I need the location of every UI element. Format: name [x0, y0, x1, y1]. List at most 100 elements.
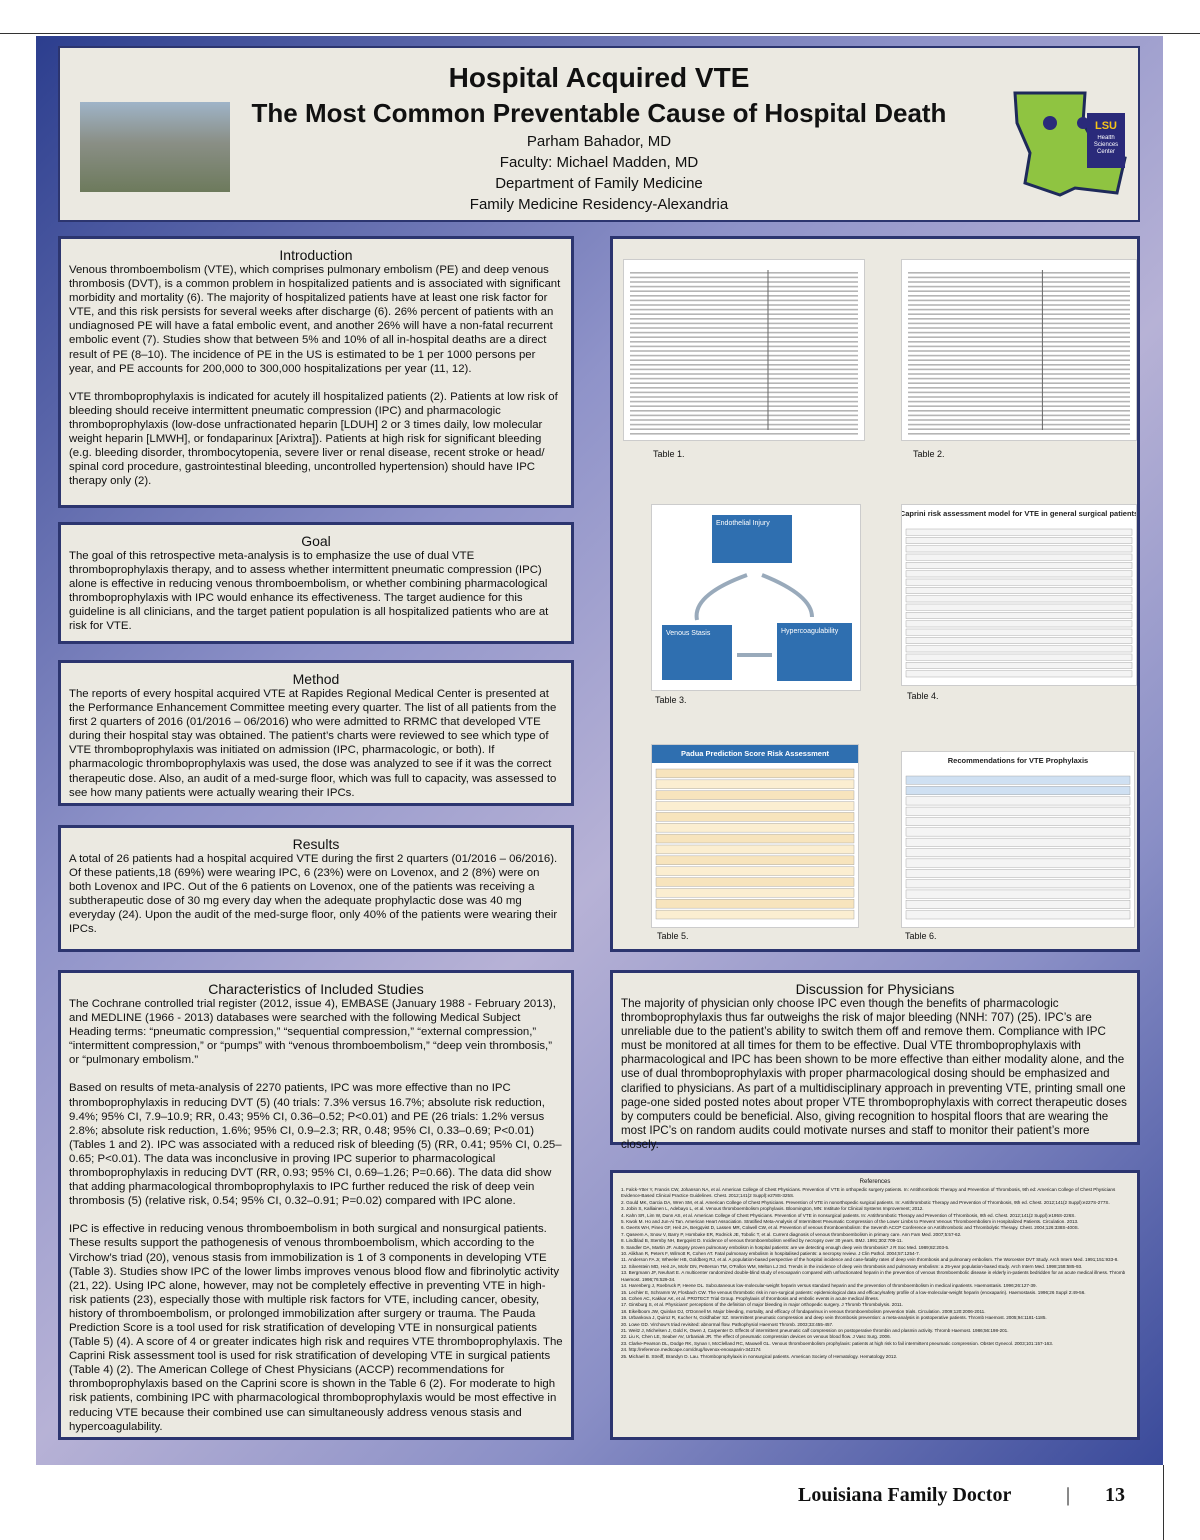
table-title: Caprini risk assessment model for VTE in…	[902, 509, 1136, 518]
table-title: Recommendations for VTE Prophylaxis	[948, 756, 1088, 765]
section: Results A total of 26 patients had a hosp…	[58, 825, 574, 952]
table-row	[908, 364, 1130, 366]
figure-caption: Table 1.	[653, 449, 685, 459]
table-row	[630, 272, 858, 274]
reference: 15. Lechler E, Schramm W, Flosbach CW. T…	[621, 1289, 1086, 1295]
table-cell	[905, 653, 1133, 661]
table-row	[908, 428, 1130, 430]
logo: LSU Health Sciences Center	[1013, 91, 1127, 197]
table-cell	[905, 570, 1133, 578]
table-row	[908, 377, 1130, 380]
logo-name: LSU	[1095, 120, 1117, 132]
table-row	[630, 281, 858, 283]
reference: 11. Anderson FA Jr, Wheeler HB, Goldberg…	[621, 1257, 1119, 1263]
table-row	[908, 387, 1130, 389]
section: Introduction Venous thromboembolism (VTE)…	[58, 236, 574, 508]
reference: 25. Michael B. Streiff, Brandyn D. Lau. …	[621, 1353, 898, 1359]
figure-image	[623, 259, 865, 441]
reference: 2. Gould MK, Garcia DA, Wren SM, et al. …	[621, 1199, 1110, 1205]
section-heading: Discussion for Physicians	[795, 981, 955, 997]
table-row	[908, 400, 1130, 403]
table-row	[630, 414, 858, 417]
section-heading: Introduction	[279, 247, 353, 263]
section: Goal The goal of this retrospective meta-…	[58, 522, 574, 644]
table-row	[630, 400, 858, 403]
table-cell	[905, 827, 1131, 837]
table-row	[908, 299, 1130, 302]
table-row	[630, 327, 858, 329]
table-cell	[655, 779, 855, 789]
table-row	[630, 295, 858, 297]
table-cell	[655, 812, 855, 822]
table-row	[630, 308, 858, 311]
table-row	[908, 423, 1130, 426]
table-cell	[655, 823, 855, 833]
paragraph: VTE thromboprophylaxis is indicated for …	[69, 390, 558, 488]
table-row	[630, 364, 858, 366]
table-cell	[655, 909, 855, 920]
table-cell	[905, 662, 1133, 669]
table-cell	[905, 858, 1131, 868]
author: Parham Bahador, MD	[526, 133, 672, 150]
table-row	[908, 414, 1130, 417]
table-cell	[655, 844, 855, 855]
table-cell	[655, 866, 855, 876]
references: References 1. Falck-Ytter Y, Francis CW, …	[610, 1170, 1140, 1440]
table-row	[630, 354, 858, 357]
logo-text: Health Sciences Center	[1093, 135, 1119, 155]
figure-graphic: Padua Prediction Score Risk Assessment	[652, 745, 858, 920]
table-cell	[905, 612, 1133, 619]
table-cell	[905, 670, 1133, 678]
section-heading: Results	[292, 836, 340, 852]
reference: 9. Sandler DA, Martin JF. Autopsy proven…	[621, 1244, 950, 1250]
table-cell	[905, 775, 1131, 785]
table-cell	[905, 837, 1131, 847]
paragraph: Venous thromboembolism (VTE), which comp…	[69, 264, 561, 375]
table-row	[630, 382, 858, 384]
table-cell	[655, 877, 855, 887]
table-cell	[905, 628, 1133, 636]
paragraph: The goal of this retrospective meta-anal…	[69, 550, 549, 633]
reference: 8. Lindblad B, Sternby NH, Bergqvist D. …	[621, 1238, 903, 1244]
table-row	[630, 313, 858, 315]
table-row	[908, 419, 1130, 421]
section-heading: Characteristics of Included Studies	[208, 981, 424, 997]
reference: 14. Harenberg J, Roebruck P, Heene DL. S…	[621, 1283, 1037, 1289]
table-cell	[905, 889, 1131, 899]
table-row	[630, 377, 858, 380]
table-cell	[905, 578, 1133, 586]
table-row	[908, 350, 1130, 352]
table-row	[908, 331, 1130, 334]
rule	[1163, 1465, 1164, 1540]
table-cell	[905, 537, 1133, 544]
section: Discussion for Physicians The majority of…	[610, 970, 1140, 1151]
table-row	[630, 423, 858, 426]
figure-caption: Table 6.	[905, 931, 937, 941]
diagram-label: Venous Stasis	[666, 630, 711, 637]
table-row	[908, 285, 1130, 288]
table-row	[908, 304, 1130, 306]
table-row	[908, 322, 1130, 325]
table-header	[902, 752, 1134, 770]
subtitle: The Most Common Preventable Cause of Hos…	[251, 98, 947, 128]
table-row	[908, 368, 1130, 371]
figure-graphic: Endothelial Injury Venous Stasis Hypercoag…	[662, 515, 852, 681]
table-cell	[905, 595, 1133, 603]
reference: 21. Weitz J, Michelsen J, Gold K, Owen J…	[621, 1327, 1009, 1333]
table-title: Padua Prediction Score Risk Assessment	[681, 749, 830, 758]
table-row	[908, 295, 1130, 297]
paragraph: The Cochrane controlled trial register (…	[69, 998, 556, 1067]
table-cell	[655, 801, 855, 811]
reference: 24. http://reference.medscape.com/drug/l…	[621, 1347, 761, 1353]
table-cell	[905, 869, 1131, 878]
table-cell	[905, 620, 1133, 628]
table-cell	[655, 855, 855, 865]
reference: 4. Kahn SR, Lim W, Dunn AS, et al. Ameri…	[621, 1212, 1076, 1218]
paragraph: IPC is effective in reducing venous thro…	[69, 1223, 563, 1433]
reference: 17. Ginsburg S, et al. Physicians' perce…	[621, 1302, 903, 1308]
table-cell	[905, 796, 1131, 806]
table-row	[908, 308, 1130, 311]
figure-graphic: Caprini risk assessment model for VTE in…	[902, 505, 1136, 678]
table-cell	[905, 545, 1133, 553]
table-cell	[905, 587, 1133, 594]
